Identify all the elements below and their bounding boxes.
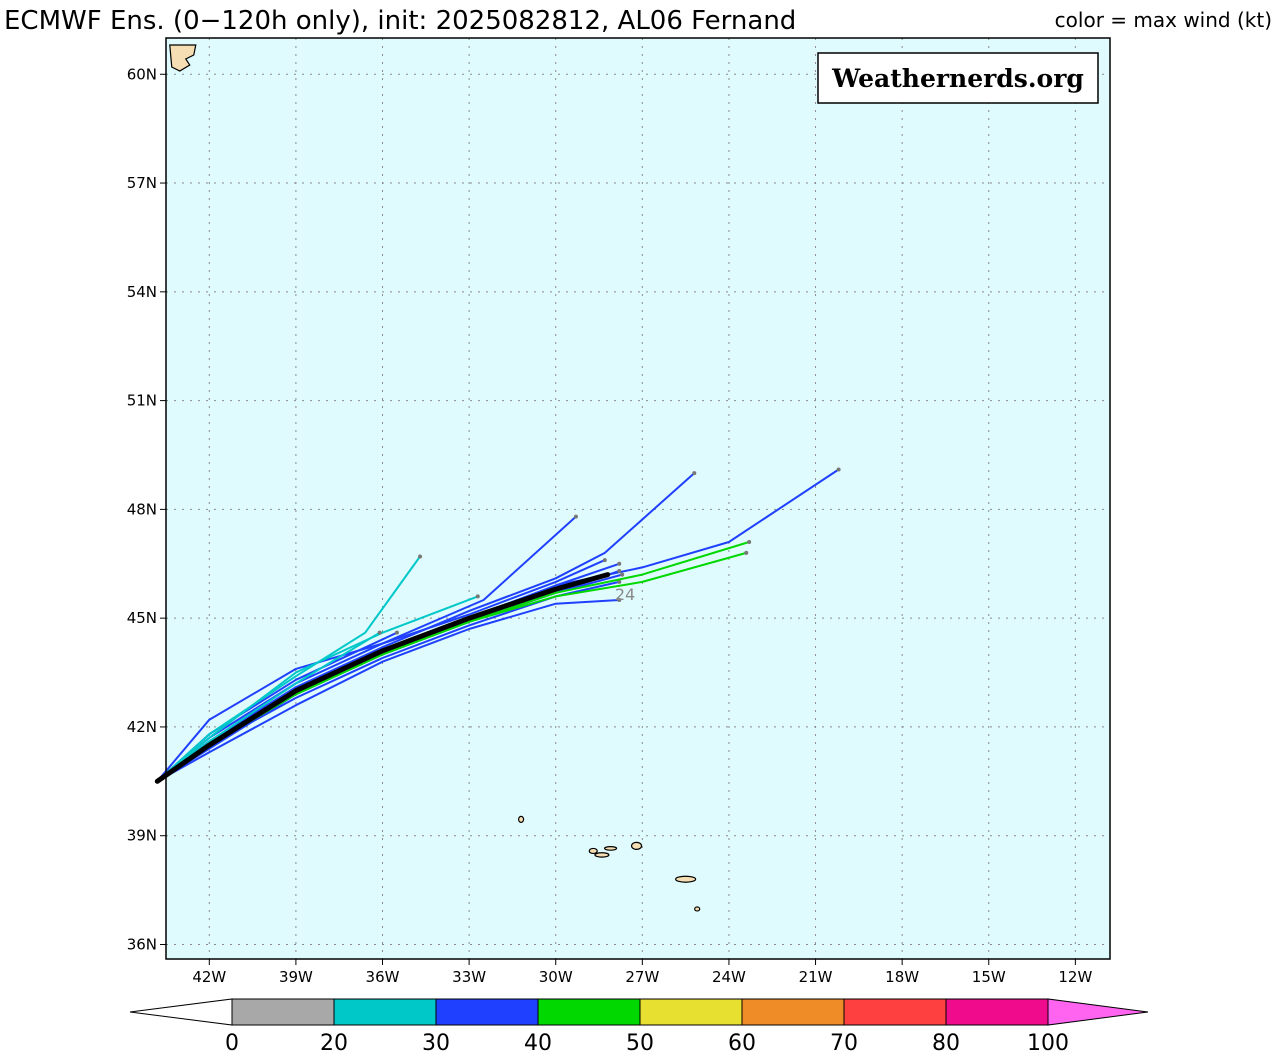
colorbar-bin [741,998,845,1026]
island-faial [588,847,598,855]
colorbar-tick-label: 0 [225,1031,239,1056]
track-endpoint-marker [418,554,423,559]
lon-tick-label: 33W [452,968,486,986]
track-endpoint-marker [602,558,607,563]
land-features [169,44,701,912]
figure-title: ECMWF Ens. (0−120h only), init: 20250828… [4,6,796,36]
watermark-box: Weathernerds.org [817,52,1099,104]
colorbar-tick-label: 30 [422,1031,450,1056]
track-endpoint-marker [692,471,697,476]
ensemble-tracks [154,467,841,784]
lon-tick-label: 12W [1058,968,1092,986]
lon-tick-label: 42W [192,968,226,986]
colorbar-bin [435,998,539,1026]
track-endpoint-marker [377,630,382,635]
island-flores [517,815,525,823]
ensemble-member-track [156,595,479,783]
ensemble-member-track [156,555,421,783]
longitude-axis: 42W 39W 36W 33W 30W 27W 24W 21W 18W 15W 12W [192,959,1092,986]
lat-tick-label: 60N [127,65,157,83]
lon-tick-label: 27W [625,968,659,986]
lon-tick-label: 15W [972,968,1006,986]
track-endpoint-marker [475,594,480,599]
colorbar-tick-label: 40 [524,1031,552,1056]
colorbar-bin [945,998,1049,1026]
colorbar-tick-label: 100 [1027,1031,1069,1056]
island-santa-maria [694,906,701,912]
lat-tick-label: 39N [127,827,157,845]
island-terceira [630,841,643,850]
track-endpoint-marker [617,569,622,574]
colorbar-bin [537,998,641,1026]
track-endpoint-marker [617,579,622,584]
colorbar-bin [333,998,437,1026]
colorbar-caption: color = max wind (kt) [1055,8,1272,32]
track-endpoint-marker [617,561,622,566]
island-sao-miguel [675,875,697,883]
island-pico [594,852,610,858]
lon-tick-label: 39W [279,968,313,986]
lon-tick-label: 36W [366,968,400,986]
colorbar-low-arrow [129,998,233,1026]
colorbar: 0 20 30 40 50 60 70 80 100 [129,998,1149,1056]
track-endpoint-marker [617,598,622,603]
latitude-axis: 36N 39N 42N 45N 48N 51N 54N 57N 60N [127,65,166,953]
lon-tick-label: 21W [799,968,833,986]
track-endpoint-marker [573,514,578,519]
colorbar-tick-label: 70 [830,1031,858,1056]
lat-tick-label: 57N [127,174,157,192]
watermark-text: Weathernerds.org [831,64,1084,93]
lat-tick-label: 45N [127,609,157,627]
ocean-background [166,38,1110,959]
ensemble-mean-track [154,572,611,784]
colorbar-bin [639,998,743,1026]
colorbar-tick-label: 20 [320,1031,348,1056]
ensemble-member-track [156,599,620,783]
track-endpoint-marker [836,467,841,472]
colorbar-bin [231,998,335,1026]
lon-tick-label: 30W [539,968,573,986]
track-endpoint-marker [747,540,752,545]
lon-tick-label: 24W [712,968,746,986]
lat-tick-label: 36N [127,935,157,953]
track-endpoint-marker [620,572,625,577]
lon-tick-label: 18W [885,968,919,986]
colorbar-bin [843,998,947,1026]
colorbar-tick-label: 60 [728,1031,756,1056]
lat-tick-label: 42N [127,718,157,736]
lat-tick-label: 51N [127,392,157,410]
colorbar-tick-label: 50 [626,1031,654,1056]
greenland-coast [169,44,197,72]
colorbar-high-arrow [1047,998,1149,1026]
track-endpoint-marker [394,630,399,635]
map-border [165,37,1111,960]
lat-tick-label: 54N [127,283,157,301]
lat-lon-grid [166,38,1110,959]
forecast-hour-label: 24 [615,585,635,604]
island-sao-jorge [603,846,618,851]
forecast-hour-labels: 24 [615,585,635,604]
colorbar-tick-label: 80 [932,1031,960,1056]
track-endpoint-marker [744,550,749,555]
lat-tick-label: 48N [127,500,157,518]
